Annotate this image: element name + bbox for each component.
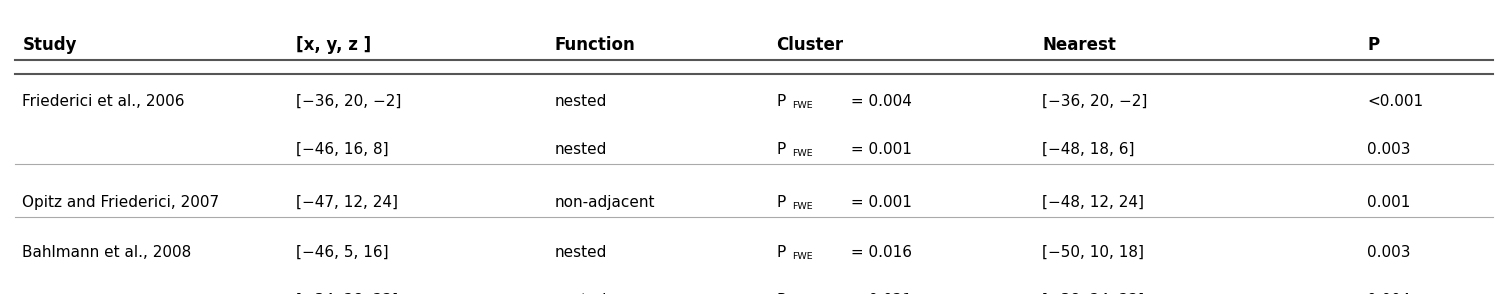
Text: <0.001: <0.001 <box>1368 94 1424 109</box>
Text: P: P <box>777 94 786 109</box>
Text: Opitz and Friederici, 2007: Opitz and Friederici, 2007 <box>23 195 220 210</box>
Text: [−48, 18, 6]: [−48, 18, 6] <box>1042 142 1134 157</box>
Text: Study: Study <box>23 36 77 54</box>
Text: P: P <box>777 195 786 210</box>
Text: FWE: FWE <box>792 202 813 211</box>
Text: Cluster: Cluster <box>777 36 843 54</box>
Text: [−36, 20, −2]: [−36, 20, −2] <box>1042 94 1148 109</box>
Text: [−46, 5, 16]: [−46, 5, 16] <box>296 245 389 260</box>
Text: [−34, 28, 22]: [−34, 28, 22] <box>296 293 398 294</box>
Text: P: P <box>777 142 786 157</box>
Text: [−50, 10, 18]: [−50, 10, 18] <box>1042 245 1145 260</box>
Text: nested: nested <box>555 142 606 157</box>
Text: Function: Function <box>555 36 635 54</box>
Text: = 0.001: = 0.001 <box>846 195 911 210</box>
Text: = 0.016: = 0.016 <box>846 245 912 260</box>
Text: nested: nested <box>555 245 606 260</box>
Text: P: P <box>777 245 786 260</box>
Text: non-adjacent: non-adjacent <box>555 195 654 210</box>
Text: nested: nested <box>555 293 606 294</box>
Text: [−38, 24, 22]: [−38, 24, 22] <box>1042 293 1145 294</box>
Text: [−47, 12, 24]: [−47, 12, 24] <box>296 195 398 210</box>
Text: P: P <box>1368 36 1380 54</box>
Text: Nearest: Nearest <box>1042 36 1116 54</box>
Text: 0.004: 0.004 <box>1368 293 1410 294</box>
Text: [x, y, z ]: [x, y, z ] <box>296 36 371 54</box>
Text: Friederici et al., 2006: Friederici et al., 2006 <box>23 94 185 109</box>
Text: [−48, 12, 24]: [−48, 12, 24] <box>1042 195 1145 210</box>
Text: Bahlmann et al., 2008: Bahlmann et al., 2008 <box>23 245 192 260</box>
Text: 0.003: 0.003 <box>1368 142 1411 157</box>
Text: FWE: FWE <box>792 149 813 158</box>
Text: nested: nested <box>555 94 606 109</box>
Text: P: P <box>777 293 786 294</box>
Text: = 0.021: = 0.021 <box>846 293 911 294</box>
Text: FWE: FWE <box>792 252 813 261</box>
Text: = 0.001: = 0.001 <box>846 142 911 157</box>
Text: [−36, 20, −2]: [−36, 20, −2] <box>296 94 401 109</box>
Text: FWE: FWE <box>792 101 813 111</box>
Text: = 0.004: = 0.004 <box>846 94 911 109</box>
Text: 0.003: 0.003 <box>1368 245 1411 260</box>
Text: [−46, 16, 8]: [−46, 16, 8] <box>296 142 389 157</box>
Text: 0.001: 0.001 <box>1368 195 1410 210</box>
